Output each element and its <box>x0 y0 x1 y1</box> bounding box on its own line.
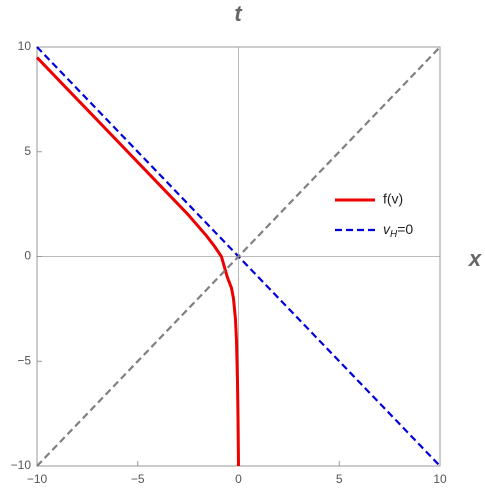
legend-label: vH=0 <box>383 221 413 240</box>
x-tick-label: 10 <box>433 472 447 486</box>
x-tick-label: 0 <box>235 472 242 486</box>
y-tick-label: −5 <box>17 353 31 367</box>
chart-title: t <box>234 1 243 26</box>
x-tick-label: −10 <box>27 472 48 486</box>
y-tick-label: 0 <box>24 249 31 263</box>
x-axis-label: x <box>468 246 482 271</box>
x-tick-label: 5 <box>336 472 343 486</box>
legend-label: f(v) <box>383 191 403 207</box>
y-tick-label: 5 <box>24 144 31 158</box>
y-tick-label: 10 <box>18 39 32 53</box>
x-tick-label: −5 <box>131 472 145 486</box>
series-line <box>35 56 240 467</box>
y-tick-label: −10 <box>11 458 32 472</box>
series-line <box>36 46 441 467</box>
